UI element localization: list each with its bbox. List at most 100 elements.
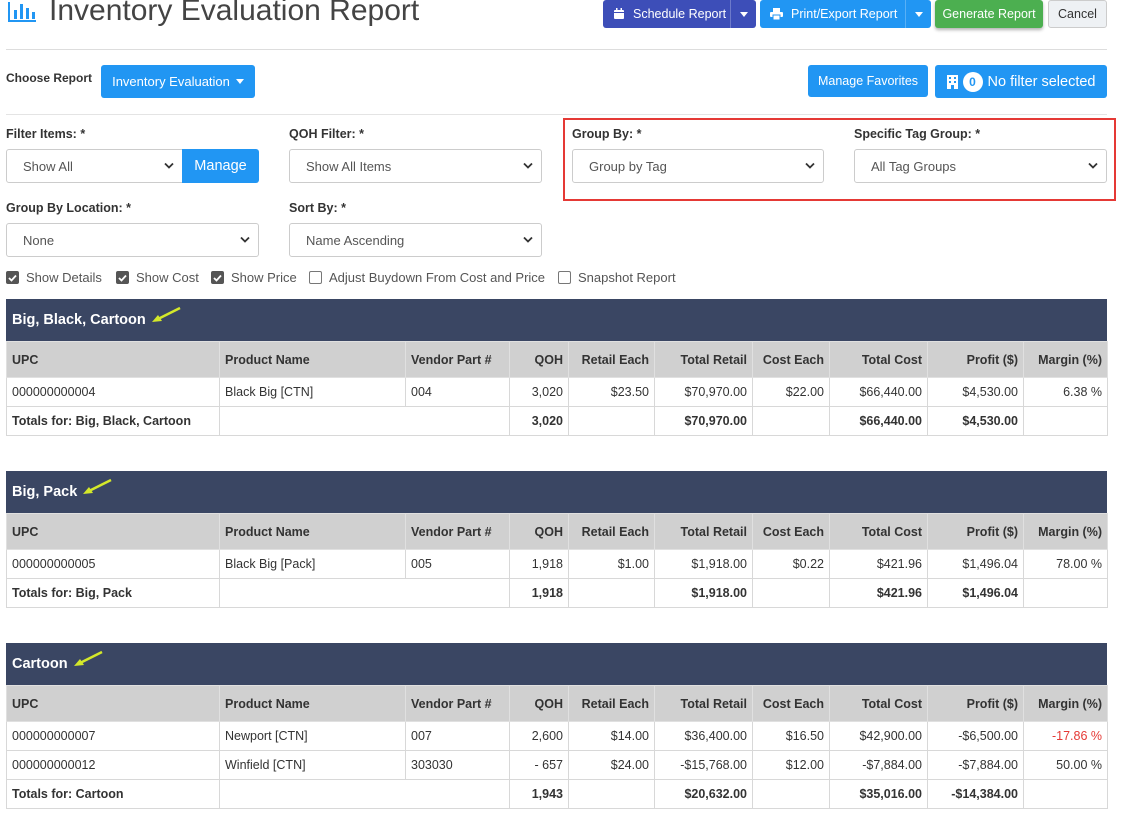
- option-checkbox[interactable]: Show Details: [6, 270, 102, 285]
- filter-items-select[interactable]: Show All: [6, 149, 183, 183]
- table-header-row: UPC Product Name Vendor Part # QOH Retail Ea…: [6, 685, 1108, 722]
- report-type-dropdown[interactable]: Inventory Evaluation: [101, 65, 255, 98]
- totals-cell: [752, 578, 830, 608]
- chevron-down-icon: [1088, 162, 1098, 169]
- table-cell: Black Big [CTN]: [219, 377, 406, 407]
- table-cell: 1,918: [509, 549, 569, 579]
- table-cell: $22.00: [752, 377, 830, 407]
- column-header[interactable]: Profit ($): [927, 341, 1024, 378]
- column-header[interactable]: QOH: [509, 341, 569, 378]
- column-header[interactable]: Retail Each: [568, 513, 655, 550]
- column-header[interactable]: Retail Each: [568, 341, 655, 378]
- column-header[interactable]: Profit ($): [927, 685, 1024, 722]
- annotation-arrow-icon: [83, 478, 112, 494]
- column-header[interactable]: Retail Each: [568, 685, 655, 722]
- group-header: Cartoon: [6, 643, 1107, 685]
- column-header[interactable]: Total Retail: [654, 685, 753, 722]
- column-header[interactable]: Total Cost: [829, 513, 928, 550]
- filter-summary-button[interactable]: 0 No filter selected: [935, 65, 1107, 98]
- column-header[interactable]: Profit ($): [927, 513, 1024, 550]
- totals-cell: [219, 779, 510, 809]
- totals-cell: [568, 406, 655, 436]
- column-header[interactable]: Product Name: [219, 513, 406, 550]
- column-header[interactable]: Total Cost: [829, 685, 928, 722]
- column-header[interactable]: Cost Each: [752, 685, 830, 722]
- table-row[interactable]: 000000000012 Winfield [CTN] 303030- 657 $24…: [6, 750, 1108, 780]
- sort-by-select[interactable]: Name Ascending: [289, 223, 542, 257]
- column-header[interactable]: UPC: [6, 513, 220, 550]
- table-cell: $1,496.04: [927, 549, 1024, 579]
- table-cell: -$7,884.00: [829, 750, 928, 780]
- table-cell: 000000000012: [6, 750, 220, 780]
- section-divider: [6, 114, 1107, 115]
- table-row[interactable]: 000000000004 Black Big [CTN] 004 3,020 $23.5…: [6, 377, 1108, 407]
- table-cell: 004: [405, 377, 510, 407]
- totals-cell: -$14,384.00: [927, 779, 1024, 809]
- option-checkbox[interactable]: Show Cost: [116, 270, 199, 285]
- specific-tag-group-label: Specific Tag Group: *: [854, 127, 981, 141]
- qoh-filter-select[interactable]: Show All Items: [289, 149, 542, 183]
- caret-down-icon: [739, 11, 748, 17]
- option-label: Adjust Buydown From Cost and Price: [329, 270, 546, 285]
- filter-count-badge: 0: [962, 71, 983, 92]
- table-cell: $66,440.00: [829, 377, 928, 407]
- page-title: Inventory Evaluation Report: [49, 0, 420, 27]
- column-header[interactable]: Margin (%): [1023, 685, 1108, 722]
- table-cell: 78.00 %: [1023, 549, 1108, 579]
- specific-tag-group-select[interactable]: All Tag Groups: [854, 149, 1107, 183]
- checkbox-unchecked-icon[interactable]: [309, 271, 322, 284]
- checkbox-checked-icon[interactable]: [6, 271, 19, 284]
- column-header[interactable]: Cost Each: [752, 341, 830, 378]
- totals-cell: [219, 406, 510, 436]
- bar-chart-icon: [8, 2, 36, 22]
- manage-favorites-button[interactable]: Manage Favorites: [808, 65, 928, 97]
- print-dropdown-toggle[interactable]: [905, 0, 931, 28]
- table-cell: $36,400.00: [654, 721, 753, 751]
- group-title: Big, Black, Cartoon: [12, 312, 146, 328]
- manage-button[interactable]: Manage: [182, 149, 259, 183]
- column-header[interactable]: QOH: [509, 513, 569, 550]
- caret-down-icon: [235, 79, 244, 84]
- column-header[interactable]: Margin (%): [1023, 341, 1108, 378]
- table-row[interactable]: 000000000005 Black Big [Pack] 005 1,918 $1.0…: [6, 549, 1108, 579]
- column-header[interactable]: Margin (%): [1023, 513, 1108, 550]
- sort-by-label: Sort By: *: [289, 201, 346, 215]
- print-export-button[interactable]: Print/Export Report: [760, 0, 931, 28]
- group-table: UPC Product Name Vendor Part # QOH Retail Ea…: [6, 341, 1108, 436]
- column-header[interactable]: Vendor Part #: [405, 341, 510, 378]
- column-header[interactable]: Total Retail: [654, 341, 753, 378]
- checkbox-checked-icon[interactable]: [116, 271, 129, 284]
- column-header[interactable]: Cost Each: [752, 513, 830, 550]
- column-header[interactable]: QOH: [509, 685, 569, 722]
- column-header[interactable]: Total Retail: [654, 513, 753, 550]
- group-by-select[interactable]: Group by Tag: [572, 149, 824, 183]
- checkbox-unchecked-icon[interactable]: [558, 271, 571, 284]
- table-cell: $12.00: [752, 750, 830, 780]
- table-row[interactable]: 000000000007 Newport [CTN] 007 2,600 $14.00 $…: [6, 721, 1108, 751]
- schedule-report-button[interactable]: Schedule Report: [603, 0, 756, 28]
- column-header[interactable]: Vendor Part #: [405, 513, 510, 550]
- column-header[interactable]: UPC: [6, 685, 220, 722]
- checkbox-checked-icon[interactable]: [211, 271, 224, 284]
- schedule-dropdown-toggle[interactable]: [730, 0, 756, 28]
- totals-cell: 1,918: [509, 578, 569, 608]
- column-header[interactable]: Vendor Part #: [405, 685, 510, 722]
- highlight-annotation-box: [563, 118, 1116, 201]
- group-by-location-select[interactable]: None: [6, 223, 259, 257]
- calendar-icon: [614, 8, 624, 19]
- generate-report-button[interactable]: Generate Report: [935, 0, 1043, 28]
- column-header[interactable]: Product Name: [219, 685, 406, 722]
- option-checkbox[interactable]: Adjust Buydown From Cost and Price: [309, 270, 545, 285]
- cancel-button[interactable]: Cancel: [1048, 0, 1107, 28]
- option-checkbox[interactable]: Snapshot Report: [558, 270, 676, 285]
- table-cell: Winfield [CTN]: [219, 750, 406, 780]
- totals-cell: Totals for: Big, Pack: [6, 578, 220, 608]
- column-header[interactable]: Product Name: [219, 341, 406, 378]
- totals-cell: $70,970.00: [654, 406, 753, 436]
- column-header[interactable]: Total Cost: [829, 341, 928, 378]
- table-cell: $4,530.00: [927, 377, 1024, 407]
- option-checkbox[interactable]: Show Price: [211, 270, 297, 285]
- print-export-label: Print/Export Report: [791, 7, 898, 21]
- column-header[interactable]: UPC: [6, 341, 220, 378]
- chevron-down-icon: [164, 162, 174, 169]
